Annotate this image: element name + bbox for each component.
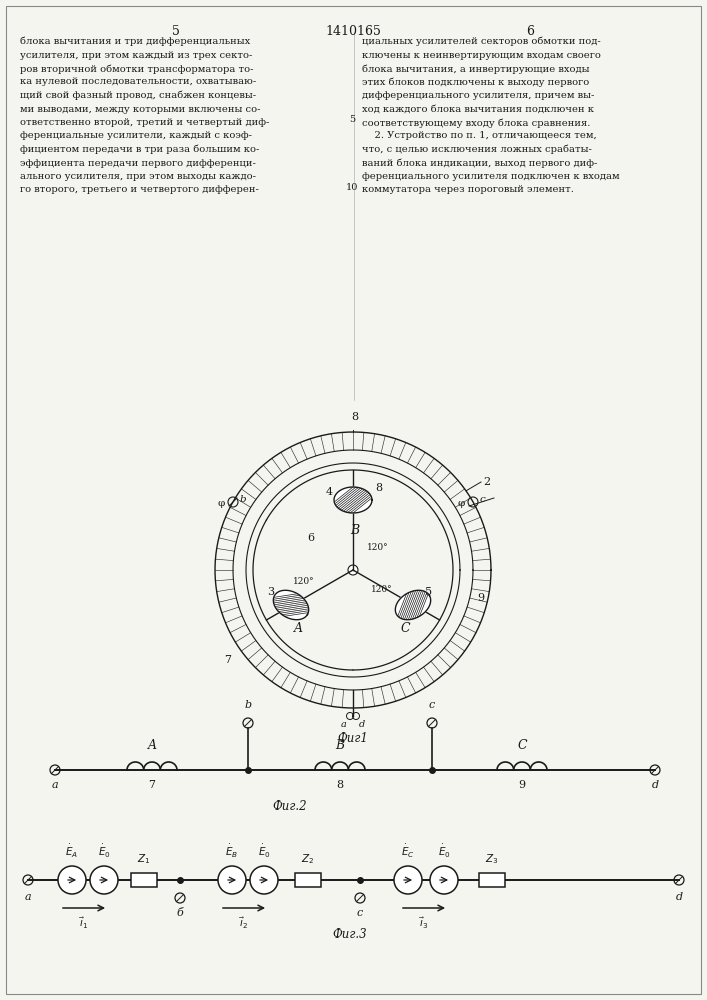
Text: 2: 2 (483, 477, 490, 487)
Circle shape (250, 866, 278, 894)
Text: 7: 7 (148, 780, 156, 790)
Text: c: c (357, 908, 363, 918)
Text: усилителя, при этом каждый из трех секто-: усилителя, при этом каждый из трех секто… (20, 50, 252, 60)
Circle shape (90, 866, 118, 894)
Text: 120°: 120° (371, 585, 392, 594)
Text: B: B (351, 524, 360, 536)
Text: Фиг.2: Фиг.2 (273, 800, 308, 813)
Text: A: A (148, 739, 156, 752)
Text: 10: 10 (346, 184, 358, 192)
Text: ференциального усилителя подключен к входам: ференциального усилителя подключен к вхо… (362, 172, 619, 181)
Text: ка нулевой последовательности, охватываю-: ка нулевой последовательности, охватываю… (20, 78, 256, 87)
Text: ключены к неинвертирующим входам своего: ключены к неинвертирующим входам своего (362, 50, 601, 60)
Text: 8: 8 (337, 780, 344, 790)
Text: ваний блока индикации, выход первого диф-: ваний блока индикации, выход первого диф… (362, 158, 597, 168)
Text: 9: 9 (477, 593, 484, 603)
Circle shape (348, 565, 358, 575)
Text: эффициента передачи первого дифференци-: эффициента передачи первого дифференци- (20, 158, 256, 167)
Text: φ: φ (457, 499, 465, 508)
Text: фициентом передачи в три раза большим ко-: фициентом передачи в три раза большим ко… (20, 145, 259, 154)
Text: B: B (335, 739, 344, 752)
Text: $\dot{E}_B$: $\dot{E}_B$ (226, 843, 238, 860)
Text: a: a (341, 720, 347, 729)
Text: $\dot{E}_0$: $\dot{E}_0$ (257, 843, 270, 860)
Text: дифференциального усилителя, причем вы-: дифференциального усилителя, причем вы- (362, 91, 595, 100)
Text: c: c (480, 495, 486, 504)
Text: $Z_3$: $Z_3$ (485, 852, 498, 866)
Text: $\dot{E}_0$: $\dot{E}_0$ (98, 843, 110, 860)
Text: этих блоков подключены к выходу первого: этих блоков подключены к выходу первого (362, 78, 589, 87)
Text: d: d (675, 892, 682, 902)
Text: го второго, третьего и четвертого дифферен-: го второго, третьего и четвертого диффер… (20, 186, 259, 194)
Text: $\dot{E}_C$: $\dot{E}_C$ (401, 843, 415, 860)
Circle shape (394, 866, 422, 894)
Text: ального усилителя, при этом выходы каждо-: ального усилителя, при этом выходы каждо… (20, 172, 256, 181)
Text: соответствующему входу блока сравнения.: соответствующему входу блока сравнения. (362, 118, 590, 127)
Text: 6: 6 (308, 533, 315, 543)
Bar (479, 873, 505, 887)
Text: 8: 8 (351, 412, 358, 422)
Text: b: b (245, 700, 252, 710)
Text: d: d (651, 780, 658, 790)
Text: d: d (359, 720, 365, 729)
Text: c: c (429, 700, 435, 710)
Text: a: a (52, 780, 58, 790)
Text: Фиг1: Фиг1 (337, 732, 368, 745)
Text: 5: 5 (349, 115, 355, 124)
Text: 7: 7 (225, 655, 231, 665)
Text: ференциальные усилители, каждый с коэф-: ференциальные усилители, каждый с коэф- (20, 131, 252, 140)
Text: 8: 8 (375, 483, 382, 493)
Text: 5: 5 (172, 25, 180, 38)
Text: б: б (177, 908, 183, 918)
Text: ров вторичной обмотки трансформатора то-: ров вторичной обмотки трансформатора то- (20, 64, 254, 74)
Text: блока вычитания, а инвертирующие входы: блока вычитания, а инвертирующие входы (362, 64, 590, 74)
Text: Фиг.3: Фиг.3 (333, 928, 368, 941)
Polygon shape (395, 590, 431, 620)
Text: 4: 4 (325, 487, 332, 497)
Text: $\vec{\imath}_1$: $\vec{\imath}_1$ (79, 916, 88, 931)
Text: $Z_1$: $Z_1$ (137, 852, 151, 866)
Text: $\dot{E}_0$: $\dot{E}_0$ (438, 843, 450, 860)
Text: 1410165: 1410165 (325, 25, 382, 38)
Text: коммутатора через пороговый элемент.: коммутатора через пороговый элемент. (362, 186, 574, 194)
Text: $\vec{\imath}_3$: $\vec{\imath}_3$ (419, 916, 428, 931)
Text: ми выводами, между которыми включены со-: ми выводами, между которыми включены со- (20, 104, 260, 113)
Text: C: C (400, 621, 410, 635)
Circle shape (58, 866, 86, 894)
Text: a: a (25, 892, 31, 902)
Text: φ: φ (218, 499, 225, 508)
Circle shape (218, 866, 246, 894)
Text: блока вычитания и три дифференциальных: блока вычитания и три дифференциальных (20, 37, 250, 46)
Text: b: b (240, 495, 247, 504)
Text: 3: 3 (267, 587, 274, 597)
Text: 2. Устройство по п. 1, отличающееся тем,: 2. Устройство по п. 1, отличающееся тем, (362, 131, 597, 140)
Text: ответственно второй, третий и четвертый диф-: ответственно второй, третий и четвертый … (20, 118, 269, 127)
Text: 120°: 120° (367, 544, 389, 552)
Text: C: C (518, 739, 527, 752)
Text: циальных усилителей секторов обмотки под-: циальных усилителей секторов обмотки под… (362, 37, 601, 46)
Text: 9: 9 (518, 780, 525, 790)
Circle shape (430, 866, 458, 894)
Polygon shape (334, 487, 372, 513)
Text: 6: 6 (526, 25, 534, 38)
Bar (295, 873, 321, 887)
Text: $\dot{E}_A$: $\dot{E}_A$ (66, 843, 78, 860)
Bar (131, 873, 157, 887)
Text: щий свой фазный провод, снабжен концевы-: щий свой фазный провод, снабжен концевы- (20, 91, 256, 101)
Text: A: A (293, 621, 303, 635)
Text: 5: 5 (426, 587, 433, 597)
Text: ход каждого блока вычитания подключен к: ход каждого блока вычитания подключен к (362, 104, 594, 113)
Text: что, с целью исключения ложных срабаты-: что, с целью исключения ложных срабаты- (362, 145, 592, 154)
Text: 120°: 120° (293, 578, 315, 586)
Text: $Z_2$: $Z_2$ (301, 852, 315, 866)
Text: $\vec{\imath}_2$: $\vec{\imath}_2$ (240, 916, 249, 931)
Polygon shape (274, 590, 309, 620)
